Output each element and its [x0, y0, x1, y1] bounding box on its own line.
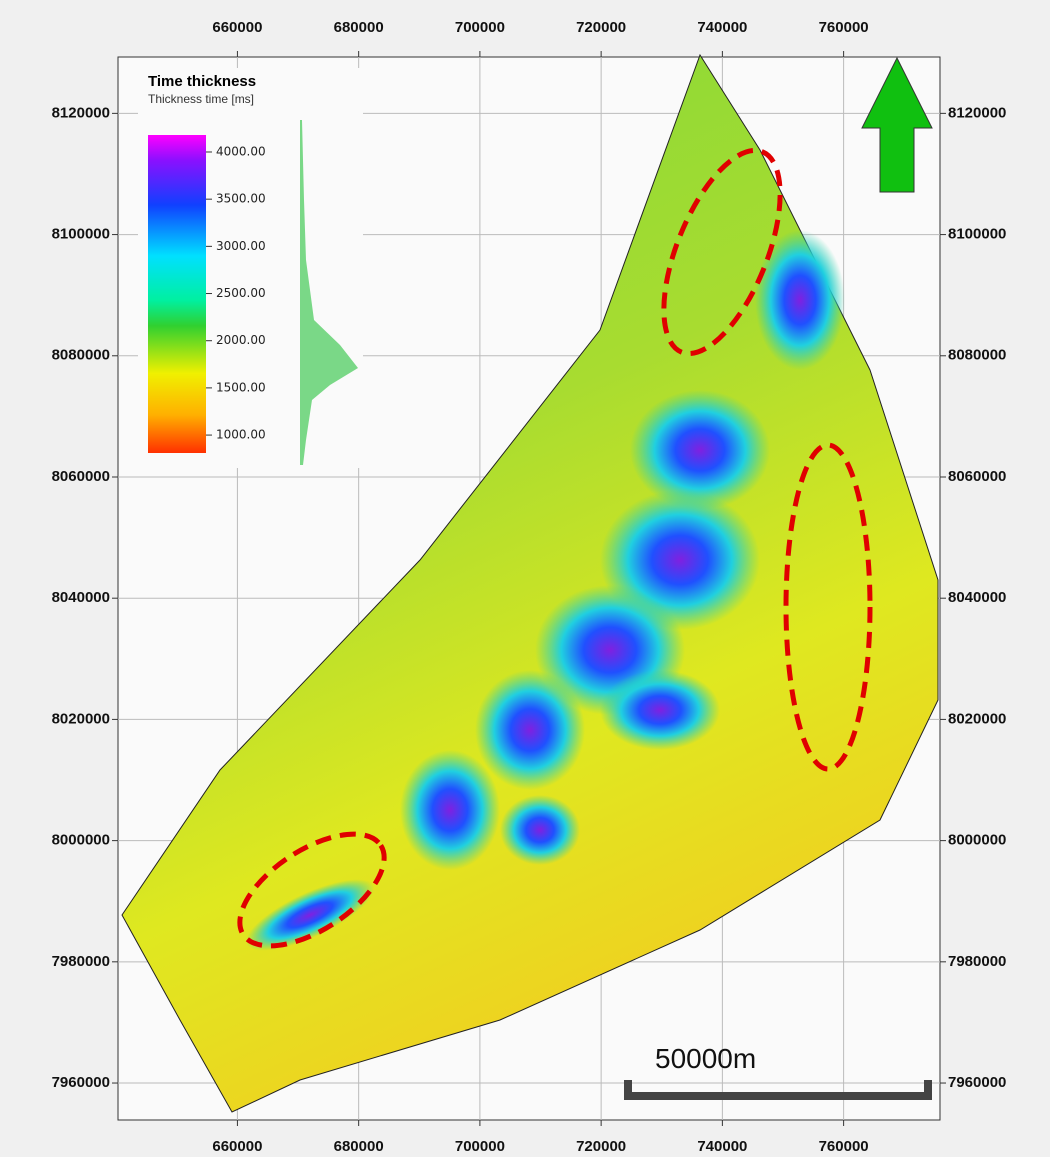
x-tick-label: 740000 — [697, 1138, 747, 1155]
zone — [500, 795, 580, 865]
colorbar — [148, 135, 206, 453]
y-tick-label: 8060000 — [948, 468, 1006, 485]
x-tick-label: 720000 — [576, 1138, 626, 1155]
zone — [475, 670, 585, 790]
x-tick-label: 680000 — [334, 19, 384, 36]
x-tick-label: 720000 — [576, 19, 626, 36]
x-tick-label: 700000 — [455, 1138, 505, 1155]
colorbar-label: 2500.00 — [216, 286, 266, 300]
y-tick-label: 8100000 — [948, 226, 1006, 243]
y-tick-label: 8020000 — [948, 710, 1006, 727]
x-tick-label: 760000 — [819, 1138, 869, 1155]
y-tick-label: 8060000 — [52, 468, 110, 485]
x-tick-label: 740000 — [697, 19, 747, 36]
y-tick-label: 7960000 — [52, 1074, 110, 1091]
y-tick-label: 8080000 — [948, 347, 1006, 364]
zone — [600, 670, 720, 750]
y-tick-label: 8020000 — [52, 710, 110, 727]
legend-subtitle: Thickness time [ms] — [148, 92, 254, 106]
y-tick-label: 7980000 — [948, 953, 1006, 970]
y-tick-label: 8120000 — [948, 104, 1006, 121]
x-tick-label: 660000 — [212, 19, 262, 36]
colorbar-label: 2000.00 — [216, 333, 266, 347]
zone — [400, 750, 500, 870]
zone — [630, 390, 770, 510]
x-tick-label: 680000 — [334, 1138, 384, 1155]
colorbar-label: 1000.00 — [216, 428, 266, 442]
y-tick-label: 8120000 — [52, 104, 110, 121]
colorbar-label: 3000.00 — [216, 239, 266, 253]
y-tick-label: 8040000 — [52, 589, 110, 606]
legend-title: Time thickness — [148, 73, 256, 90]
y-tick-label: 8040000 — [948, 589, 1006, 606]
x-tick-label: 700000 — [455, 19, 505, 36]
y-tick-label: 7960000 — [948, 1074, 1006, 1091]
y-tick-label: 8080000 — [52, 347, 110, 364]
x-tick-label: 660000 — [212, 1138, 262, 1155]
x-tick-label: 760000 — [819, 19, 869, 36]
y-tick-label: 8000000 — [948, 832, 1006, 849]
scale-label: 50000m — [655, 1043, 756, 1074]
colorbar-label: 3500.00 — [216, 192, 266, 206]
map-view: Time thickness Thickness time [ms] 50000… — [0, 0, 1050, 1157]
y-tick-label: 8000000 — [52, 832, 110, 849]
y-tick-label: 8100000 — [52, 226, 110, 243]
y-tick-label: 7980000 — [52, 953, 110, 970]
page: {"map": { "title": "Time thickness", "su… — [0, 0, 1050, 1157]
colorbar-label: 4000.00 — [216, 144, 266, 158]
colorbar-label: 1500.00 — [216, 380, 266, 394]
